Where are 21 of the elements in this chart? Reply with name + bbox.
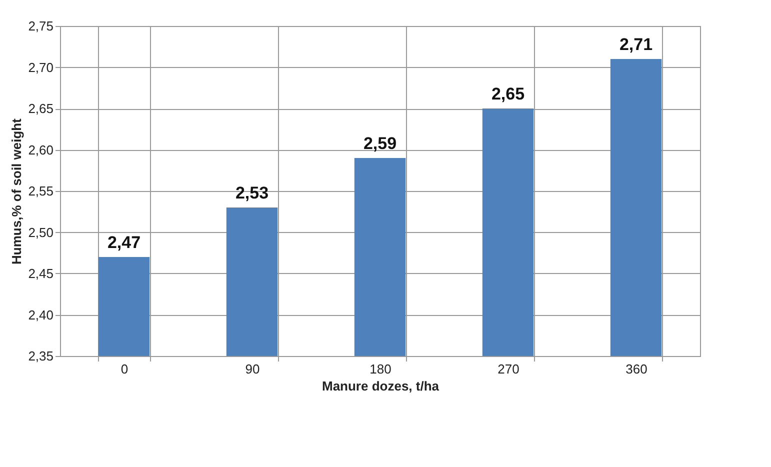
y-tick-label: 2,60	[28, 142, 54, 158]
x-axis-title: Manure dozes, t/ha	[322, 378, 440, 394]
x-tick-label: 270	[498, 362, 520, 376]
y-tick-label: 2,70	[28, 60, 54, 75]
y-tick-label: 2,45	[28, 266, 54, 281]
data-label: 2,65	[491, 84, 525, 104]
y-tick-label: 2,50	[28, 224, 54, 240]
data-label: 2,53	[235, 184, 269, 202]
y-tick-label: 2,40	[28, 307, 54, 322]
y-tick-label: 2,55	[28, 184, 54, 198]
data-label: 2,47	[107, 233, 141, 252]
data-label: 2,71	[619, 35, 653, 54]
x-tick-label: 180	[370, 362, 392, 376]
y-axis-title: Humus,% of soil weight	[9, 118, 24, 264]
y-tick-label: 2,65	[28, 101, 54, 116]
x-tick-label: 360	[626, 362, 648, 376]
data-label: 2,59	[363, 134, 397, 153]
x-tick-label: 0	[120, 362, 128, 376]
y-tick-label: 2,35	[28, 348, 54, 364]
y-tick-label: 2,75	[28, 18, 54, 34]
x-tick-label: 90	[245, 362, 260, 376]
